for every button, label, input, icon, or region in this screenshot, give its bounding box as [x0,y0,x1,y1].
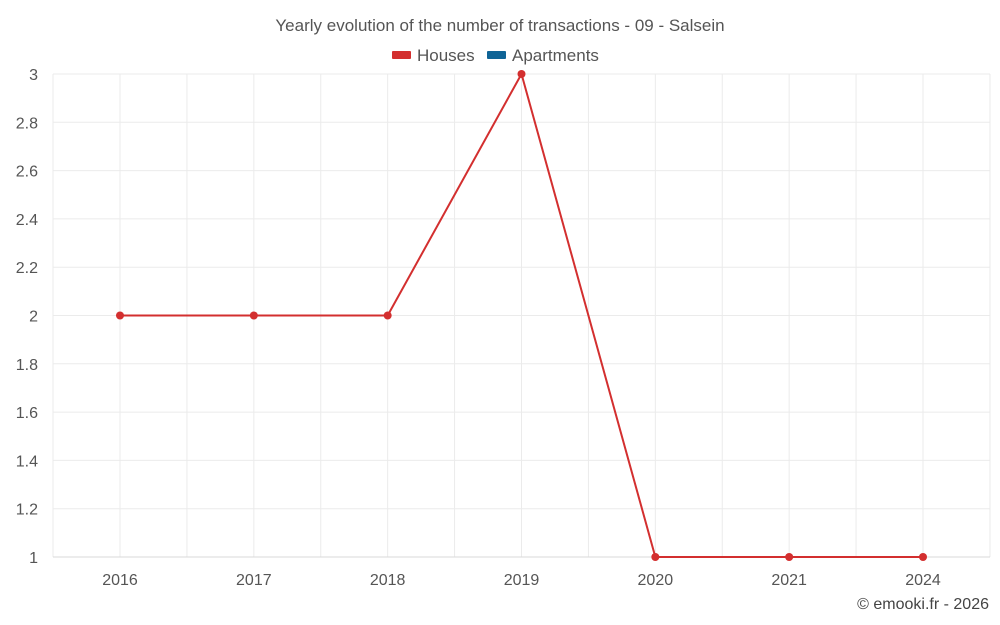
x-tick-label: 2017 [236,572,272,589]
data-point-houses-2020[interactable] [651,553,660,561]
data-point-houses-2019[interactable] [517,70,526,78]
x-tick-label: 2021 [771,572,807,589]
legend-item-apartments[interactable]: Apartments [487,46,599,65]
x-tick-label: 2016 [102,572,138,589]
y-tick-label: 2.8 [16,115,38,132]
x-axis-labels: 2016 2017 2018 2019 2020 2021 2024 [102,572,941,589]
y-tick-label: 2 [29,309,38,326]
data-point-houses-2017[interactable] [249,311,258,320]
legend-item-houses[interactable]: Houses [392,46,475,65]
legend: Houses Apartments [392,46,599,65]
y-tick-label: 2.4 [16,212,38,229]
legend-label-houses: Houses [417,46,475,65]
y-tick-label: 3 [29,67,38,84]
y-tick-label: 1.2 [16,502,38,519]
y-axis-labels: 1 1.2 1.4 1.6 1.8 2 2.2 2.4 2.6 2.8 3 [16,67,38,567]
legend-swatch-apartments [487,51,506,59]
x-tick-label: 2020 [638,572,674,589]
y-tick-label: 1.8 [16,357,38,374]
data-point-houses-2021[interactable] [785,553,794,561]
y-tick-label: 2.6 [16,164,38,181]
data-point-houses-2024[interactable] [919,553,927,561]
y-tick-label: 1.4 [16,453,38,470]
legend-swatch-houses [392,51,411,59]
data-point-houses-2018[interactable] [383,311,392,320]
y-tick-label: 1.6 [16,405,38,422]
credit-text: © emooki.fr - 2026 [857,596,989,613]
chart-title: Yearly evolution of the number of transa… [275,16,724,35]
y-tick-label: 2.2 [16,260,38,277]
x-tick-label: 2018 [370,572,406,589]
legend-label-apartments: Apartments [512,46,599,65]
x-tick-label: 2019 [504,572,540,589]
y-tick-label: 1 [29,550,38,567]
x-tick-label: 2024 [905,572,941,589]
series-houses [116,70,927,561]
data-point-houses-2016[interactable] [116,311,124,320]
